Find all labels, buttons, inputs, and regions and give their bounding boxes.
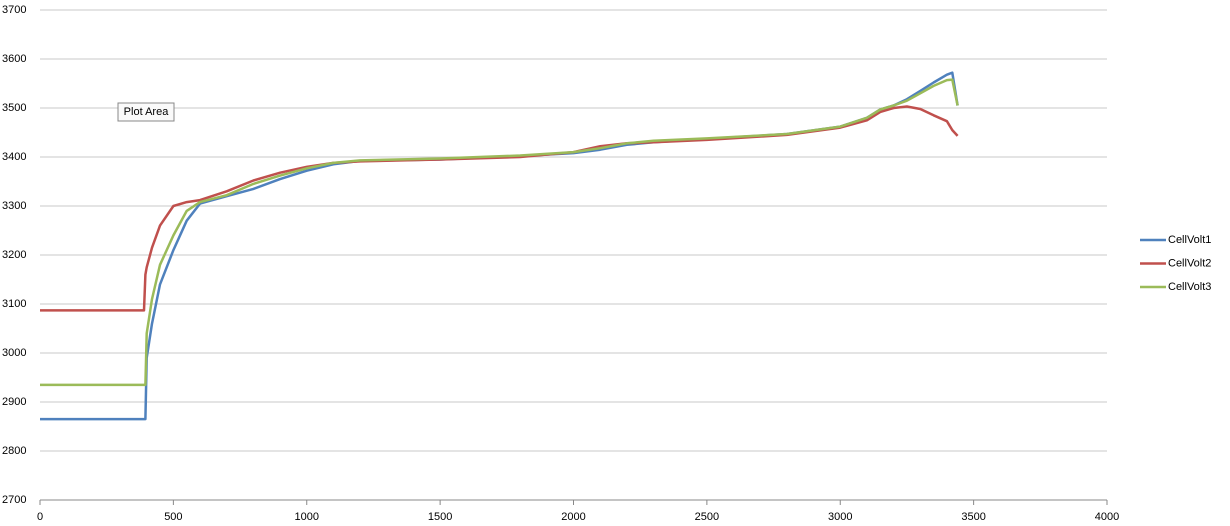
y-tick-label: 2700 xyxy=(2,494,26,506)
y-tick-label: 3200 xyxy=(2,249,26,261)
y-tick-label: 3000 xyxy=(2,347,26,359)
series-line xyxy=(40,105,959,312)
x-tick-label: 500 xyxy=(164,511,182,523)
x-tick-label: 1000 xyxy=(295,511,319,523)
tooltip-text: Plot Area xyxy=(124,106,170,118)
y-tick-label: 3100 xyxy=(2,298,26,310)
x-tick-label: 0 xyxy=(37,511,43,523)
tooltip-box xyxy=(117,102,175,122)
tooltip: Plot Area xyxy=(117,102,175,122)
y-tick-label: 3700 xyxy=(2,4,26,16)
x-tick-label: 3000 xyxy=(828,511,852,523)
y-tick-label: 2800 xyxy=(2,445,26,457)
series-line xyxy=(40,78,959,387)
x-tick-label: 2500 xyxy=(695,511,719,523)
series-line xyxy=(40,71,959,421)
y-tick-label: 3400 xyxy=(2,151,26,163)
legend-label: CellVolt3 xyxy=(1168,281,1211,293)
x-tick-label: 2000 xyxy=(561,511,585,523)
legend-label: CellVolt1 xyxy=(1168,234,1211,246)
y-tick-label: 3600 xyxy=(2,53,26,65)
y-tick-label: 3500 xyxy=(2,102,26,114)
x-tick-label: 1500 xyxy=(428,511,452,523)
x-tick-label: 3500 xyxy=(961,511,985,523)
y-tick-label: 3300 xyxy=(2,200,26,212)
legend-label: CellVolt2 xyxy=(1168,257,1211,269)
x-tick-label: 4000 xyxy=(1095,511,1119,523)
y-tick-label: 2900 xyxy=(2,396,26,408)
